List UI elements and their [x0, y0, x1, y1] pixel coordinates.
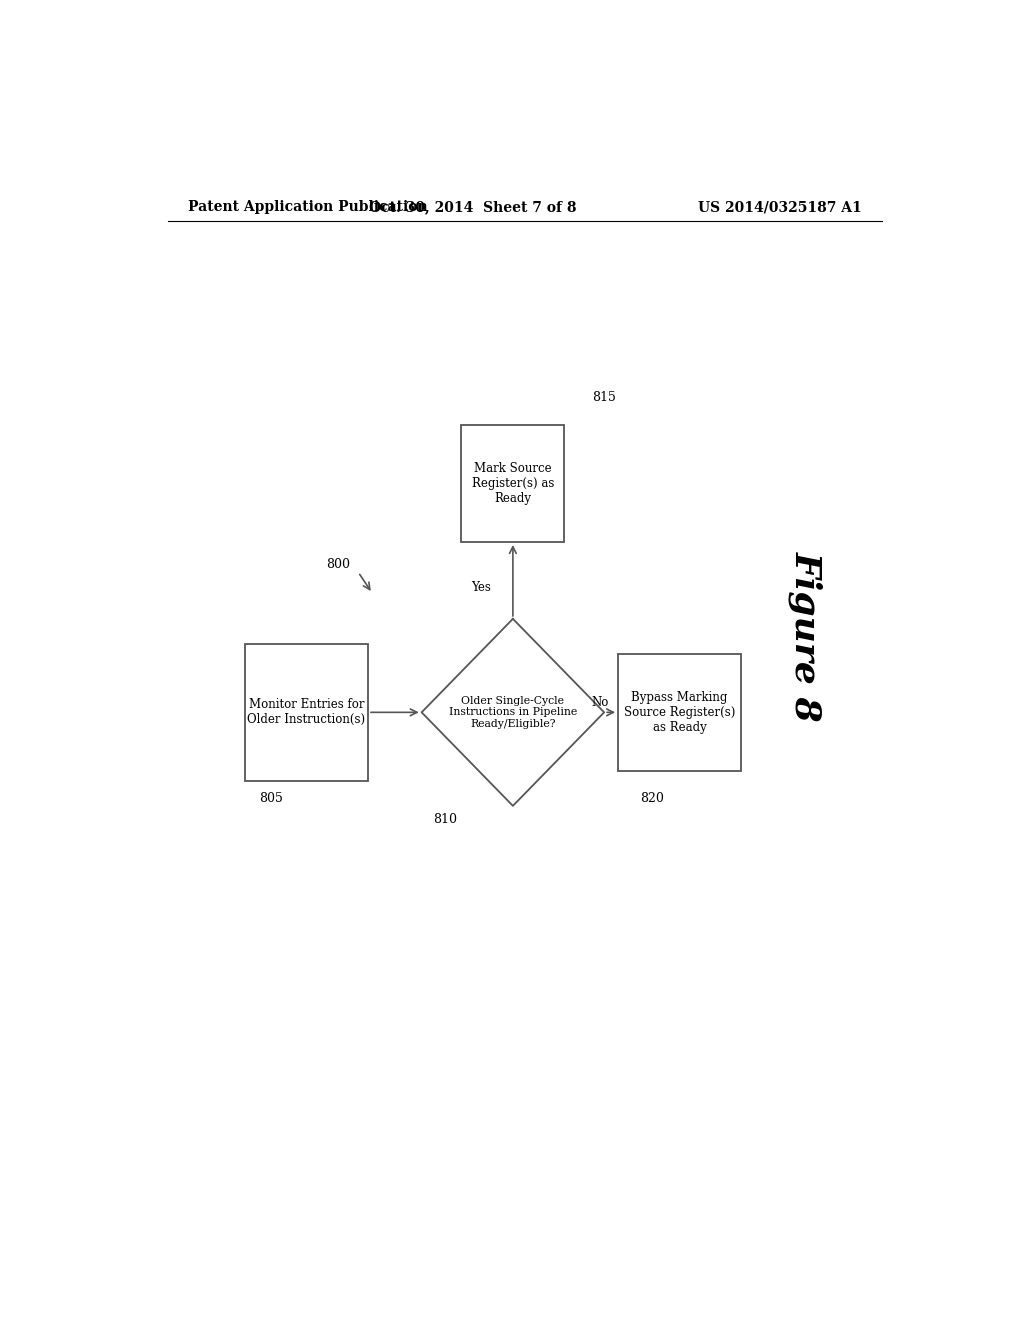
Text: Yes: Yes — [471, 581, 492, 594]
Text: Mark Source
Register(s) as
Ready: Mark Source Register(s) as Ready — [472, 462, 554, 506]
Text: 805: 805 — [259, 792, 283, 805]
Bar — [618, 653, 741, 771]
Text: Older Single-Cycle
Instructions in Pipeline
Ready/Eligible?: Older Single-Cycle Instructions in Pipel… — [449, 696, 577, 729]
Text: Patent Application Publication: Patent Application Publication — [187, 201, 427, 214]
Text: Figure 8: Figure 8 — [790, 550, 823, 722]
Text: 820: 820 — [640, 792, 664, 805]
Bar — [461, 425, 564, 543]
Text: 815: 815 — [592, 391, 616, 404]
Text: US 2014/0325187 A1: US 2014/0325187 A1 — [698, 201, 862, 214]
Text: No: No — [592, 696, 609, 709]
Text: Oct. 30, 2014  Sheet 7 of 8: Oct. 30, 2014 Sheet 7 of 8 — [370, 201, 577, 214]
Bar — [245, 644, 368, 781]
Text: 810: 810 — [433, 813, 458, 825]
Polygon shape — [422, 619, 604, 805]
Text: Bypass Marking
Source Register(s)
as Ready: Bypass Marking Source Register(s) as Rea… — [624, 690, 735, 734]
Text: 800: 800 — [327, 558, 350, 572]
Text: Monitor Entries for
Older Instruction(s): Monitor Entries for Older Instruction(s) — [248, 698, 366, 726]
